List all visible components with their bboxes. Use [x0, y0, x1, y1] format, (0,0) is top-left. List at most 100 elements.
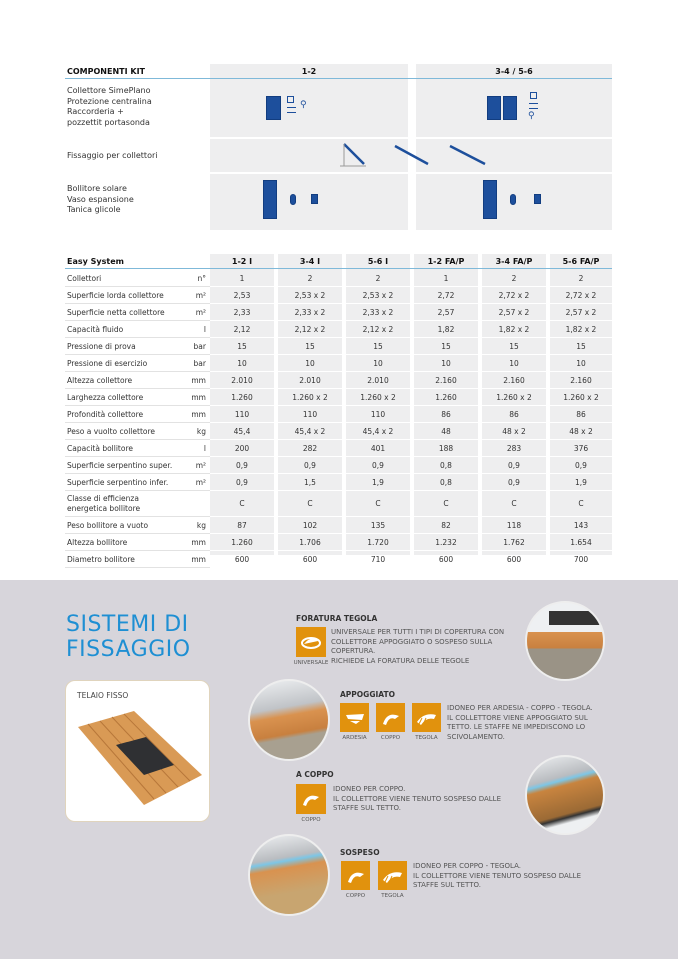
tegola-label: TEGOLA [381, 893, 404, 899]
spec-cell: C [578, 499, 584, 508]
spec-cell: 600 [302, 554, 318, 564]
spec-row-unit: mm [191, 554, 206, 564]
spec-cell: C [375, 499, 381, 508]
acoppo-photo [525, 755, 605, 835]
spec-cell: 600 [438, 554, 454, 564]
spec-row-label: Profondità collettore [67, 409, 144, 419]
spec-col-header: 3-4 I [299, 257, 321, 266]
spec-row-unit: m² [195, 290, 206, 300]
spec-cell: 10 [509, 358, 519, 368]
roof-illustration [78, 711, 202, 805]
control-unit-icon [287, 96, 294, 103]
spec-cell: 15 [509, 341, 519, 351]
spec-cell: 2,12 x 2 [294, 324, 326, 334]
foratura-heading: FORATURA TEGOLA [296, 614, 378, 623]
spec-cell: 15 [237, 341, 247, 351]
boiler-icon [483, 180, 497, 219]
divider [65, 533, 612, 534]
control-unit-icon [530, 92, 537, 99]
spec-col-header: 1-2 I [231, 257, 253, 266]
kit-table-header: COMPONENTI KIT [67, 67, 146, 76]
spec-row-label: Superficie serpentino infer. [67, 477, 169, 487]
spec-row-label: Altezza collettore [67, 375, 133, 385]
spec-row-label: Capacità bollitore [67, 443, 133, 453]
spec-cell: 1.260 x 2 [360, 392, 396, 402]
kit-col-2: 3-4 / 5-6 [495, 67, 533, 76]
spec-cell: 2,57 x 2 [565, 307, 597, 317]
divider [65, 354, 210, 355]
sospeso-photo [248, 834, 330, 916]
telaio-fisso-card: TELAIO FISSO [65, 680, 210, 822]
spec-cell: 1.260 x 2 [496, 392, 532, 402]
spec-cell: 0,9 [508, 460, 520, 470]
spec-row-label: Larghezza collettore [67, 392, 144, 402]
divider [65, 320, 612, 321]
spec-cell: 82 [441, 520, 451, 530]
spec-cell: 45,4 x 2 [362, 426, 394, 436]
spec-cell: 1.706 [299, 537, 321, 547]
divider [65, 371, 612, 372]
spec-row-unit: l [203, 324, 206, 334]
divider [65, 354, 612, 355]
spec-cell: 1,5 [304, 477, 316, 487]
spec-cell: 2.010 [299, 375, 321, 385]
spec-cell: 118 [506, 520, 522, 530]
spec-row-unit: n° [197, 273, 206, 283]
spec-cell: 15 [305, 341, 315, 351]
divider [65, 388, 210, 389]
spec-row-label: Pressione di prova [67, 341, 136, 351]
spec-row-unit [170, 491, 206, 516]
divider [65, 137, 612, 139]
appoggiato-photo [248, 679, 330, 761]
solar-panel-icon [487, 96, 501, 120]
spec-cell: 15 [441, 341, 451, 351]
divider [65, 439, 612, 440]
universale-label: UNIVERSALE [293, 660, 329, 666]
spec-cell: 15 [576, 341, 586, 351]
spec-cell: 15 [373, 341, 383, 351]
spec-cell: 188 [438, 443, 454, 453]
spec-cell: 10 [237, 358, 247, 368]
spec-cell: C [511, 499, 517, 508]
section-title: SISTEMI DI FISSAGGIO [66, 612, 191, 662]
sospeso-text: IDONEO PER COPPO - TEGOLA. IL COLLETTORE … [413, 862, 581, 889]
ardesia-icon [340, 703, 369, 732]
spec-col-bg [346, 254, 410, 555]
spec-row-unit: mm [191, 392, 206, 402]
spec-cell: 2 [511, 273, 517, 283]
divider [65, 78, 612, 79]
spec-cell: 2,53 x 2 [362, 290, 394, 300]
spec-cell: 10 [305, 358, 315, 368]
tegola-icon [378, 861, 407, 890]
divider [65, 422, 612, 423]
ardesia-label: ARDESIA [342, 735, 367, 741]
divider [65, 439, 210, 440]
spec-cell: 2,72 [437, 290, 455, 300]
coppo-label: COPPO [301, 817, 321, 823]
spec-row-label: Diametro bollitore [67, 554, 135, 564]
spec-cell: 1.260 [231, 392, 253, 402]
tegola-label: TEGOLA [415, 735, 438, 741]
coppo-label: COPPO [380, 735, 401, 741]
spec-cell: 1,9 [372, 477, 384, 487]
spec-cell: 2,33 x 2 [294, 307, 326, 317]
spec-cell: 2,53 x 2 [294, 290, 326, 300]
spec-cell: 2.160 [503, 375, 525, 385]
boiler-icon [263, 180, 277, 219]
spec-cell: 1 [443, 273, 449, 283]
divider [65, 550, 210, 551]
spec-cell: C [307, 499, 313, 508]
spec-cell: 401 [370, 443, 386, 453]
spec-row-unit: bar [193, 341, 206, 351]
kit-col-bg-1 [210, 64, 408, 230]
mounting-bracket-icon [340, 143, 486, 167]
spec-cell: 110 [234, 409, 250, 419]
divider [65, 473, 210, 474]
tegola-icon [412, 703, 441, 732]
spec-cell: 1.654 [570, 537, 592, 547]
spec-cell: 600 [506, 554, 522, 564]
kit-row-label: Bollitore solare Vaso espansione Tanica gl… [67, 184, 134, 214]
spec-cell: 1.720 [367, 537, 389, 547]
divider [65, 456, 612, 457]
solar-panel-icon [266, 96, 281, 120]
